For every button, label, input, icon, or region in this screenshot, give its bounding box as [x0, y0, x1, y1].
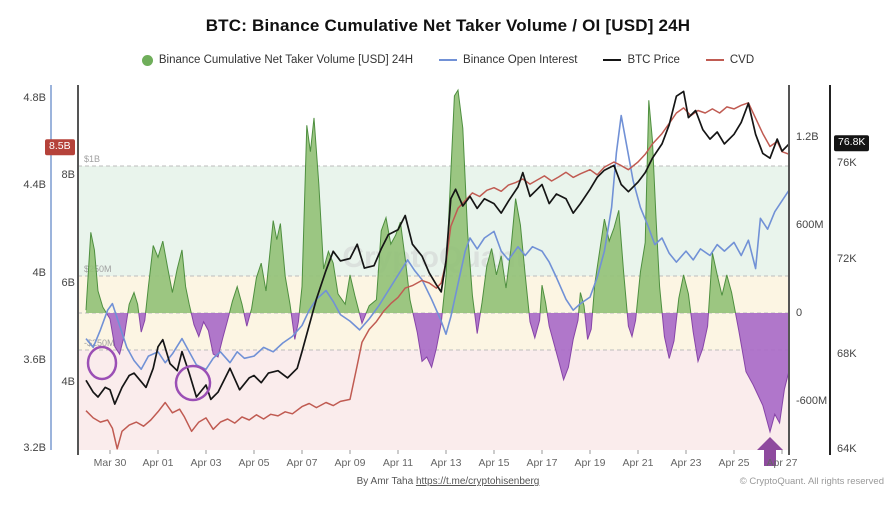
oi-axis-tick: 3.6B [23, 354, 46, 366]
circle-annotation [174, 364, 212, 402]
legend-label: BTC Price [627, 54, 680, 66]
price-axis-tick: 72K [837, 253, 857, 265]
cvd-axis-tick: 6B [61, 277, 75, 289]
level-label: -$250M [84, 338, 115, 348]
oi-axis-tick: 4.4B [23, 179, 46, 191]
cvd-current-value-badge: 8.5B [45, 139, 75, 155]
legend-line-icon [603, 59, 622, 61]
circle-annotation [86, 345, 118, 381]
price-axis-tick: 64K [837, 443, 857, 455]
background-band [78, 166, 789, 276]
volume-axis-tick: 600M [796, 219, 824, 231]
legend-item-0[interactable]: Binance Cumulative Net Taker Volume [USD… [141, 54, 414, 66]
x-axis-tick: Apr 13 [430, 457, 462, 469]
level-label: $250M [84, 264, 112, 274]
net-taker-volume-outline-neg [105, 313, 789, 434]
x-axis-tick: Apr 01 [142, 457, 174, 469]
x-axis-tick: Apr 17 [526, 457, 558, 469]
net-taker-volume-negative-area [86, 313, 789, 432]
copyright-text: © CryptoQuant. All rights reserved [739, 476, 884, 487]
net-taker-volume-outline-pos [85, 88, 736, 313]
legend-label: Binance Cumulative Net Taker Volume [USD… [158, 54, 414, 66]
volume-axis-tick: -600M [796, 395, 828, 407]
legend-dot-icon [141, 54, 153, 66]
background-band [78, 350, 789, 450]
x-axis-tick: Apr 11 [382, 457, 414, 469]
cvd-line [85, 102, 789, 450]
cvd-axis-tick: 8B [61, 169, 75, 181]
x-axis-tick: Apr 25 [718, 457, 750, 469]
x-axis-tick: Apr 15 [478, 457, 510, 469]
chart-legend: Binance Cumulative Net Taker Volume [USD… [0, 54, 896, 66]
volume-axis-tick: 1.2B [796, 131, 819, 143]
x-axis-tick: Apr 09 [334, 457, 366, 469]
x-axis-tick: Apr 05 [238, 457, 270, 469]
price-current-value-badge: 76.8K [834, 135, 870, 151]
legend-line-icon [439, 59, 458, 61]
level-label: $1B [84, 154, 100, 164]
chart-title: BTC: Binance Cumulative Net Taker Volume… [205, 16, 691, 35]
legend-label: Binance Open Interest [463, 54, 578, 66]
oi-axis-tick: 3.2B [23, 442, 46, 454]
x-axis-tick: Apr 21 [622, 457, 654, 469]
price-axis-tick: 68K [837, 348, 857, 360]
legend-line-icon [705, 59, 724, 61]
btc-price-line [85, 90, 789, 405]
price-axis-tick: 76K [837, 157, 857, 169]
x-axis-tick: Apr 03 [190, 457, 222, 469]
x-axis-tick: Mar 30 [93, 457, 127, 469]
x-axis-tick: Apr 07 [286, 457, 318, 469]
oi-axis-tick: 4.8B [23, 92, 46, 104]
net-taker-volume-positive-area [86, 90, 789, 313]
legend-item-2[interactable]: BTC Price [603, 54, 680, 66]
legend-item-1[interactable]: Binance Open Interest [439, 54, 577, 66]
volume-axis-tick: 0 [796, 307, 803, 319]
up-arrow-annotation [757, 437, 783, 466]
cvd-axis-tick: 4B [61, 376, 75, 388]
byline-text: By Amr Taha [356, 476, 416, 487]
byline-link[interactable]: https://t.me/cryptohisenberg [415, 476, 540, 487]
x-axis-tick: Apr 23 [670, 457, 702, 469]
x-axis-tick: Apr 27 [766, 457, 798, 469]
oi-axis-tick: 4B [32, 267, 46, 279]
legend-item-3[interactable]: CVD [705, 54, 755, 66]
byline: By Amr Taha https://t.me/cryptohisenberg [0, 476, 896, 487]
legend-label: CVD [729, 54, 755, 66]
x-axis-tick: Apr 19 [574, 457, 606, 469]
